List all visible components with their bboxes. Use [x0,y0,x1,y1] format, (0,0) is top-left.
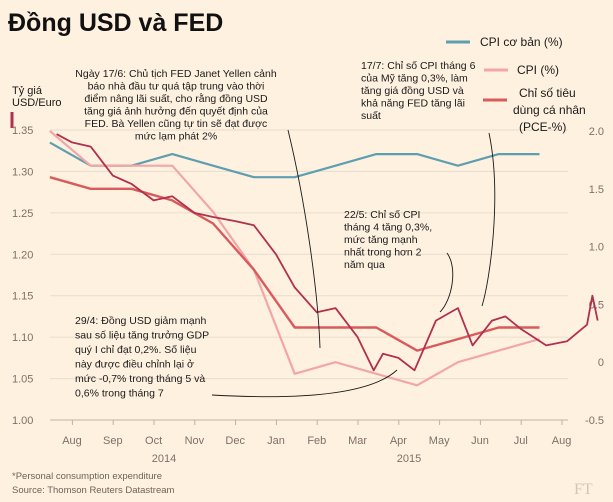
left-tick-label: 1.35 [12,125,33,137]
annotation-line: báo nhà đầu tư quá tập trung vào thời [88,81,265,93]
year-label-2015: 2015 [397,453,421,465]
annotation-gdp: 29/4: Đồng USD giảm mạnh sau số liệu tăng… [75,315,209,400]
annotation-line: 22/5: Chỉ số CPI [344,209,420,221]
annotation-line: 0,6% trong tháng 7 [75,388,164,400]
x-tick-label: Feb [307,435,326,447]
left-tick-label: 1.30 [12,166,33,178]
annotation-line: FED. Bà Yellen cũng tự tin sẽ đạt được [85,118,268,130]
legend: CPI cơ bản (%) CPI (%) Chỉ số tiêu dùng … [10,35,589,134]
x-tick-label: Aug [62,435,82,447]
x-tick-label: Sep [103,435,123,447]
annotations: Ngày 17/6: Chủ tịch FED Janet Yellen cản… [75,60,496,400]
annotation-yellen: Ngày 17/6: Chủ tịch FED Janet Yellen cản… [75,68,277,143]
left-tick-label: 1.20 [12,249,33,261]
annotation-line: này được điều chỉnh lại ở [75,359,194,371]
x-tick-label: Aug [552,435,572,447]
footnote: *Personal consumption expenditure [12,471,162,482]
right-tick-label: -0.5 [585,415,604,427]
annotation-line: 29/4: Đồng USD giảm mạnh [75,315,206,327]
right-tick-label: 0.5 [589,299,604,311]
left-tick-label: 1.10 [12,332,33,344]
x-tick-label: May [429,435,450,447]
x-tick-label: Jun [471,435,489,447]
chart-title: Đồng USD và FED [8,9,223,37]
annotation-line: 17/7: Chỉ số CPI tháng 6 [361,60,476,72]
left-axis-label-line2: USD/Euro [12,97,62,109]
left-tick-label: 1.00 [12,415,33,427]
annotation-line: Ngày 17/6: Chủ tịch FED Janet Yellen cản… [75,68,277,80]
annotation-line: khả năng FED tăng lãi [361,98,465,110]
annotation-line: mức tăng mạnh [344,234,418,246]
annotation-line: sau số liệu tăng trưởng GDP [75,330,209,342]
annotation-line: tăng giá ảnh hưởng đến quyết định của [84,106,268,118]
pointer-yellen [287,129,321,349]
annotation-line: điểm nâng lãi suất, cho rằng đồng USD [84,92,268,105]
x-tick-label: Jul [514,435,528,447]
right-tick-label: 2.0 [589,126,604,138]
x-tick-label: Oct [145,435,162,447]
gridlines [50,129,568,421]
left-axis-label-line1: Tỷ giá [12,85,43,97]
legend-label-core-cpi: CPI cơ bản (%) [480,35,563,49]
x-tick-label: Apr [390,435,407,447]
x-axis-ticks: Aug Sep Oct Nov Dec Jan Feb Mar Apr May Jun Jul Aug 2… [62,420,571,465]
x-tick-label: Jan [267,435,285,447]
annotation-line: tháng 4 tăng 0,3%, [344,222,432,234]
pointer-gdp [211,369,398,398]
annotation-line: quý I chỉ đạt 0,2%. Số liệu [75,344,197,356]
right-tick-label: 0 [598,357,604,369]
series-line-cpi [49,130,540,387]
series-layer [49,130,599,387]
legend-item-pce: Chỉ số tiêu dùng cá nhân (PCE-%) [483,86,589,134]
left-axis-ticks: 1.35 1.30 1.25 1.20 1.15 1.10 1.05 1.00 [12,125,33,427]
year-label-2014: 2014 [152,453,176,465]
legend-label-cpi: CPI (%) [517,63,559,77]
legend-item-cpi: CPI (%) [484,63,559,77]
annotation-line: mức lạm phát 2% [135,131,217,143]
annotation-line: nhất trong hơn 2 [344,247,422,259]
pointer-cpi-june [481,132,496,307]
annotation-line: suất [361,110,381,122]
series-line-usd-eur [56,133,599,372]
annotation-line: mức -0,7% trong tháng 5 và [75,373,205,385]
ft-watermark: FT [574,481,593,498]
x-tick-label: Nov [185,435,205,447]
annotation-line: của Mỹ tăng 0,3%, làm [361,73,468,85]
legend-item-core-cpi: CPI cơ bản (%) [446,35,563,49]
annotation-line: tăng giá đồng USD và [361,85,464,97]
right-axis-ticks: 2.0 1.5 1.0 0.5 0 -0.5 [585,126,604,427]
pointer-cpi-april [439,252,454,313]
left-tick-label: 1.25 [12,208,33,220]
right-tick-label: 1.5 [589,184,604,196]
right-tick-label: 1.0 [589,242,604,254]
source-note: Source: Thomson Reuters Datastream [12,485,175,496]
series-line-pce [49,176,540,352]
legend-label-pce: Chỉ số tiêu dùng cá nhân (PCE-%) [513,86,589,134]
annotation-line: năm qua [344,259,385,271]
x-tick-label: Mar [348,435,367,447]
x-tick-label: Dec [225,435,245,447]
left-tick-label: 1.15 [12,291,33,303]
left-tick-label: 1.05 [12,374,33,386]
